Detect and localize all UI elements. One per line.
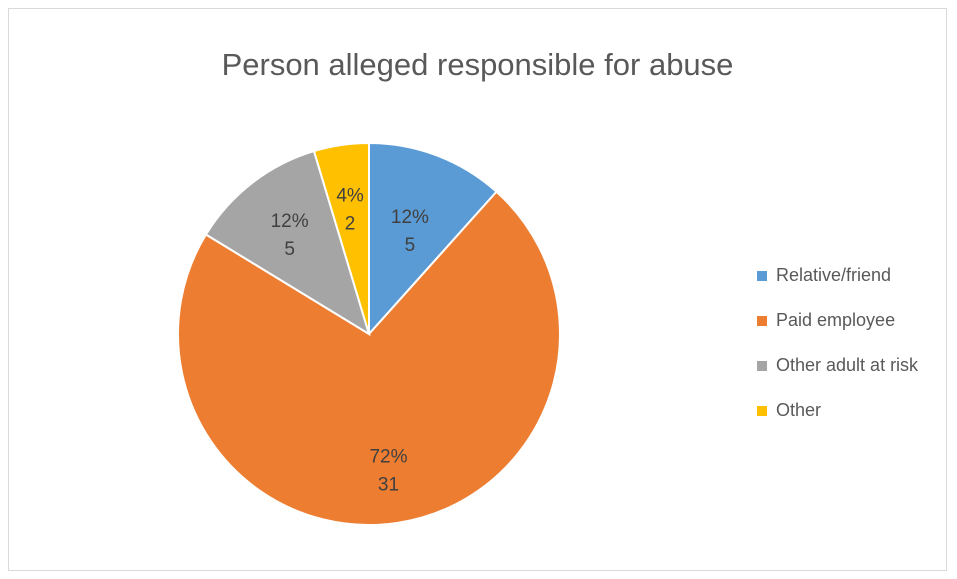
legend: Relative/friend Paid employee Other adult … (757, 264, 918, 444)
legend-label: Other (776, 400, 822, 420)
pie-slice-other (312, 141, 370, 335)
legend-item-relative-friend: Relative/friend (757, 264, 918, 287)
legend-item-paid-employee: Paid employee (757, 309, 918, 332)
data-label-percent-other-adult-at-risk: 12% (271, 211, 309, 232)
data-label-value-relative-friend: 5 (405, 235, 416, 256)
data-label-value-other-adult-at-risk: 5 (284, 239, 295, 260)
pie-slice-relative-friend (368, 141, 498, 337)
data-label-percent-other: 4% (336, 186, 364, 207)
data-label-value-other: 2 (345, 214, 356, 235)
data-label-value-paid-employee: 31 (378, 474, 399, 495)
legend-swatch (757, 360, 767, 371)
pie-slice-paid-employee (177, 190, 561, 526)
legend-swatch (757, 405, 767, 416)
chart-title: Person alleged responsible for abuse (221, 47, 734, 82)
legend-item-other-adult-at-risk: Other adult at risk (757, 354, 918, 377)
legend-swatch (757, 315, 767, 326)
legend-swatch (757, 270, 767, 281)
data-label-percent-relative-friend: 12% (391, 207, 429, 228)
legend-item-other: Other (757, 399, 918, 422)
legend-label: Relative/friend (776, 265, 892, 285)
data-label-percent-paid-employee: 72% (369, 446, 407, 467)
pie-slice-other-adult-at-risk (204, 149, 371, 337)
legend-label: Other adult at risk (776, 355, 919, 375)
legend-label: Paid employee (776, 310, 896, 330)
